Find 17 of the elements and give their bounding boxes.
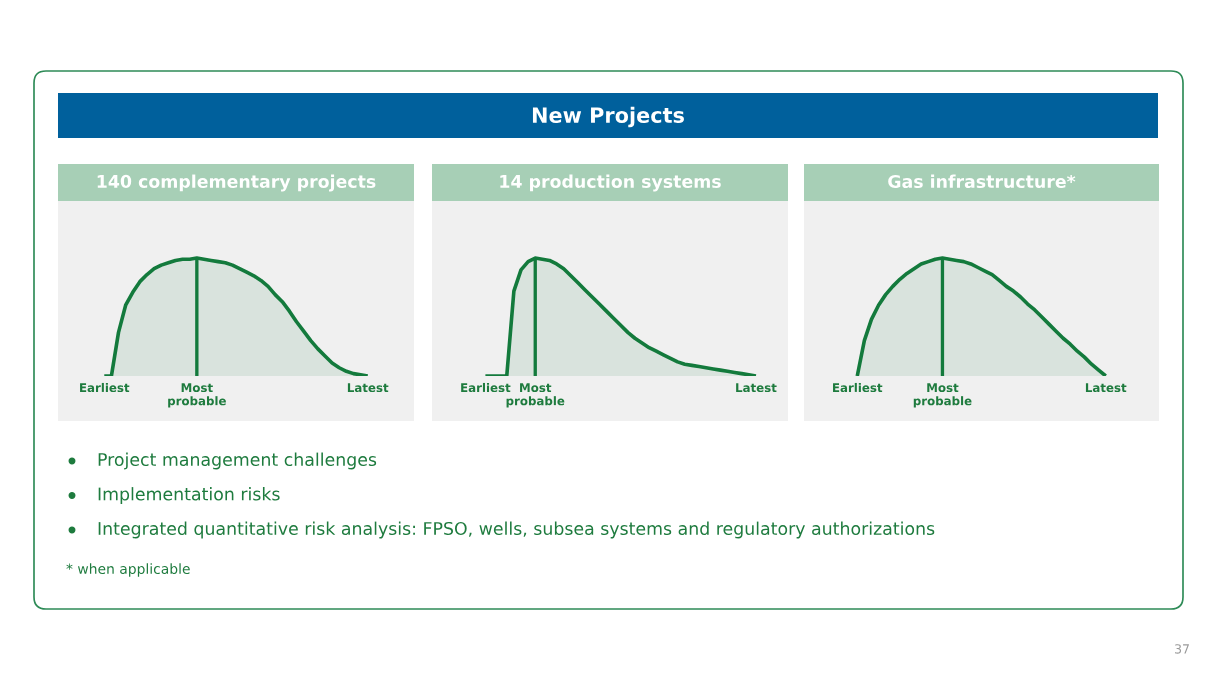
x-tick-label: Most probable (168, 383, 226, 408)
text: Project management challenges (98, 452, 377, 470)
text: 37 (1175, 644, 1189, 654)
text: Integrated quantitative risk analysis: FPSO, wells, subsea systems and regulatory authorizations (98, 521, 935, 539)
x-tick-label: Most probable (913, 383, 972, 408)
chart-title: 140 complementary projects (97, 174, 376, 192)
text: New Projects (532, 106, 684, 128)
chart-title: Gas infrastructure* (888, 174, 1076, 189)
x-tick-label: Earliest (461, 382, 511, 393)
text: Implementation risks (98, 487, 280, 504)
x-tick-label: Earliest (833, 382, 883, 393)
x-tick-label: Latest (347, 383, 389, 393)
x-tick-label: Earliest (80, 382, 130, 393)
text: * when applicable (66, 563, 190, 577)
x-tick-label: Latest (1085, 383, 1127, 393)
x-tick-label: Latest (736, 383, 777, 393)
chart-title: 14 production systems (500, 174, 721, 192)
